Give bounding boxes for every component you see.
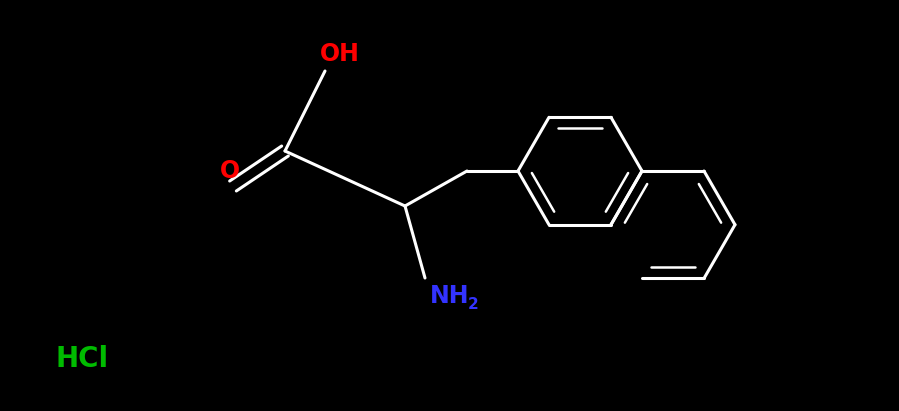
Text: OH: OH: [320, 42, 360, 66]
Text: HCl: HCl: [55, 345, 108, 373]
Text: O: O: [220, 159, 240, 183]
Text: 2: 2: [468, 296, 479, 312]
Text: NH: NH: [430, 284, 469, 308]
